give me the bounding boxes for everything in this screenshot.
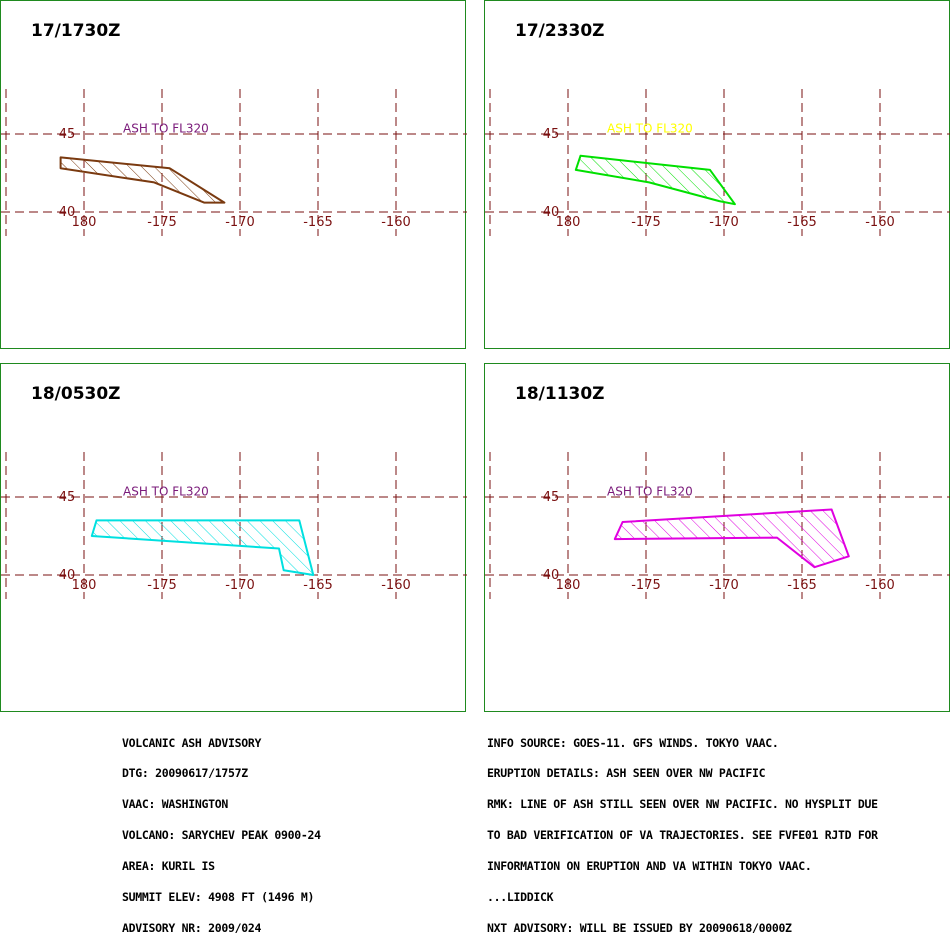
ash-cloud-polygon xyxy=(59,156,226,204)
footer-line: VAAC: WASHINGTON xyxy=(122,797,228,812)
lat-tick-label: 45 xyxy=(543,490,560,505)
footer-line: DTG: 20090617/1757Z xyxy=(122,766,248,781)
footer-line: ADVISORY NR: 2009/024 xyxy=(122,920,262,935)
lon-tick-label: 180 xyxy=(556,215,581,230)
footer-line: ...LIDDICK xyxy=(487,890,554,905)
lon-tick-label: -165 xyxy=(787,578,817,593)
footer-line: SUMMIT ELEV: 4908 FT (1496 M) xyxy=(122,890,315,905)
lon-tick-label: -160 xyxy=(381,578,411,593)
ash-level-label: ASH TO FL320 xyxy=(123,121,209,135)
lat-tick-label: 40 xyxy=(543,568,560,583)
lon-tick-label: 180 xyxy=(72,215,97,230)
panel-18-0530z: 18/0530Z 180 -175 -170 -165 -160 45 40 ASH TO FL… xyxy=(0,363,467,712)
lon-tick-label: -170 xyxy=(225,215,255,230)
map-svg: 17/2330Z 180 -175 -170 -165 -160 45 40 ASH TO FL… xyxy=(485,21,950,236)
lat-tick-label: 45 xyxy=(59,490,76,505)
footer-line: VOLCANIC ASH ADVISORY xyxy=(122,735,262,750)
lat-tick-label: 45 xyxy=(59,127,76,142)
ash-level-label: ASH TO FL320 xyxy=(607,121,693,135)
lat-tick-label: 45 xyxy=(543,127,560,142)
map-svg: 18/0530Z 180 -175 -170 -165 -160 45 40 ASH TO FL… xyxy=(1,384,467,599)
lon-tick-label: -175 xyxy=(631,215,661,230)
map-svg: 17/1730Z 180 -175 -170 -165 -160 45 40 ASH TO FL… xyxy=(1,21,467,236)
footer-line: INFO SOURCE: GOES-11. GFS WINDS. TOKYO V… xyxy=(487,735,779,750)
ash-level-label: ASH TO FL320 xyxy=(607,484,693,498)
footer-line: VOLCANO: SARYCHEV PEAK 0900-24 xyxy=(122,828,321,843)
advisory-remarks-text: INFO SOURCE: GOES-11. GFS WINDS. TOKYO V… xyxy=(487,717,878,944)
lon-tick-label: 180 xyxy=(556,578,581,593)
footer-line: AREA: KURIL IS xyxy=(122,859,215,874)
footer-line: RMK: LINE OF ASH STILL SEEN OVER NW PACI… xyxy=(487,797,878,812)
lon-tick-label: -160 xyxy=(865,215,895,230)
lon-tick-label: -170 xyxy=(225,578,255,593)
lon-tick-label: 180 xyxy=(72,578,97,593)
ash-level-label: ASH TO FL320 xyxy=(123,484,209,498)
panel-17-2330z: 17/2330Z 180 -175 -170 -165 -160 45 40 ASH TO FL… xyxy=(484,0,950,349)
panel-title: 17/2330Z xyxy=(515,21,605,41)
lon-tick-label: -160 xyxy=(865,578,895,593)
ash-cloud-polygon xyxy=(613,508,850,569)
panel-title: 17/1730Z xyxy=(31,21,121,41)
footer-line: ERUPTION DETAILS: ASH SEEN OVER NW PACIF… xyxy=(487,766,766,781)
map-svg: 18/1130Z 180 -175 -170 -165 -160 45 40 ASH TO FL… xyxy=(485,384,950,599)
panel-18-1130z: 18/1130Z 180 -175 -170 -165 -160 45 40 ASH TO FL… xyxy=(484,363,950,712)
lon-tick-label: -165 xyxy=(303,215,333,230)
lon-tick-label: -165 xyxy=(787,215,817,230)
ash-cloud-polygon xyxy=(90,519,315,576)
lat-tick-label: 40 xyxy=(59,568,76,583)
panel-title: 18/1130Z xyxy=(515,384,605,404)
lat-tick-label: 40 xyxy=(543,205,560,220)
footer-line: INFORMATION ON ERUPTION AND VA WITHIN TO… xyxy=(487,859,812,874)
panel-17-1730z: 17/1730Z 180 -175 -170 -165 -160 45 40 ASH TO FL… xyxy=(0,0,467,349)
footer-line: TO BAD VERIFICATION OF VA TRAJECTORIES. … xyxy=(487,828,878,843)
footer-line: NXT ADVISORY: WILL BE ISSUED BY 20090618… xyxy=(487,920,792,935)
lon-tick-label: -165 xyxy=(303,578,333,593)
lon-tick-label: -170 xyxy=(709,578,739,593)
lat-tick-label: 40 xyxy=(59,205,76,220)
panel-title: 18/0530Z xyxy=(31,384,121,404)
advisory-header-text: VOLCANIC ASH ADVISORY DTG: 20090617/1757… xyxy=(122,717,321,944)
lon-tick-label: -175 xyxy=(147,215,177,230)
lon-tick-label: -175 xyxy=(147,578,177,593)
lon-tick-label: -175 xyxy=(631,578,661,593)
ash-cloud-polygon xyxy=(574,154,736,206)
lon-tick-label: -160 xyxy=(381,215,411,230)
lon-tick-label: -170 xyxy=(709,215,739,230)
